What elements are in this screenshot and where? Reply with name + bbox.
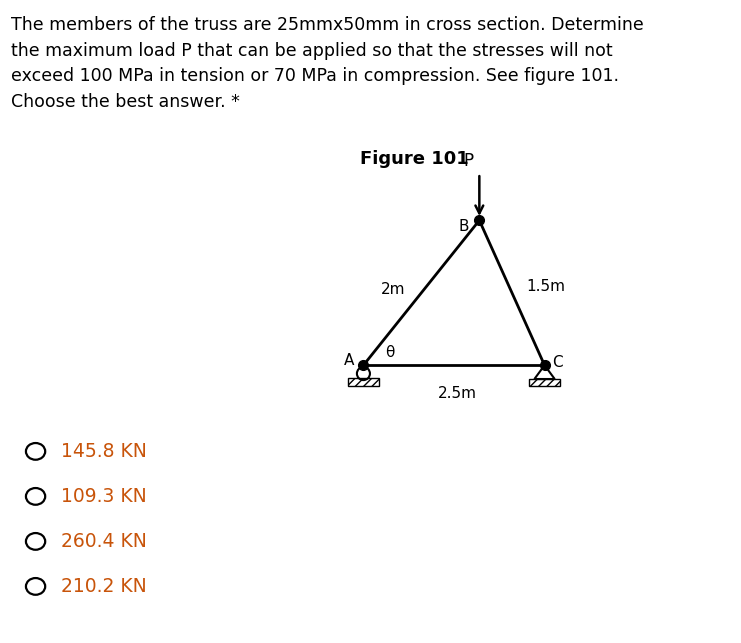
Text: The members of the truss are 25mmx50mm in cross section. Determine
the maximum l: The members of the truss are 25mmx50mm i… bbox=[11, 16, 644, 111]
Text: P: P bbox=[463, 152, 473, 170]
Text: 109.3 KN: 109.3 KN bbox=[61, 487, 147, 506]
Bar bbox=[348, 378, 379, 386]
Text: 145.8 KN: 145.8 KN bbox=[61, 442, 147, 461]
Text: A: A bbox=[345, 354, 355, 368]
Text: 2.5m: 2.5m bbox=[438, 386, 477, 401]
Text: 260.4 KN: 260.4 KN bbox=[61, 532, 147, 551]
Text: B: B bbox=[459, 219, 469, 234]
Text: 210.2 KN: 210.2 KN bbox=[61, 577, 147, 596]
Text: C: C bbox=[552, 355, 562, 370]
Bar bbox=[529, 379, 559, 386]
Text: Figure 101: Figure 101 bbox=[360, 150, 468, 168]
Text: 2m: 2m bbox=[381, 282, 405, 296]
Text: θ: θ bbox=[385, 345, 394, 360]
Text: 1.5m: 1.5m bbox=[526, 280, 565, 294]
